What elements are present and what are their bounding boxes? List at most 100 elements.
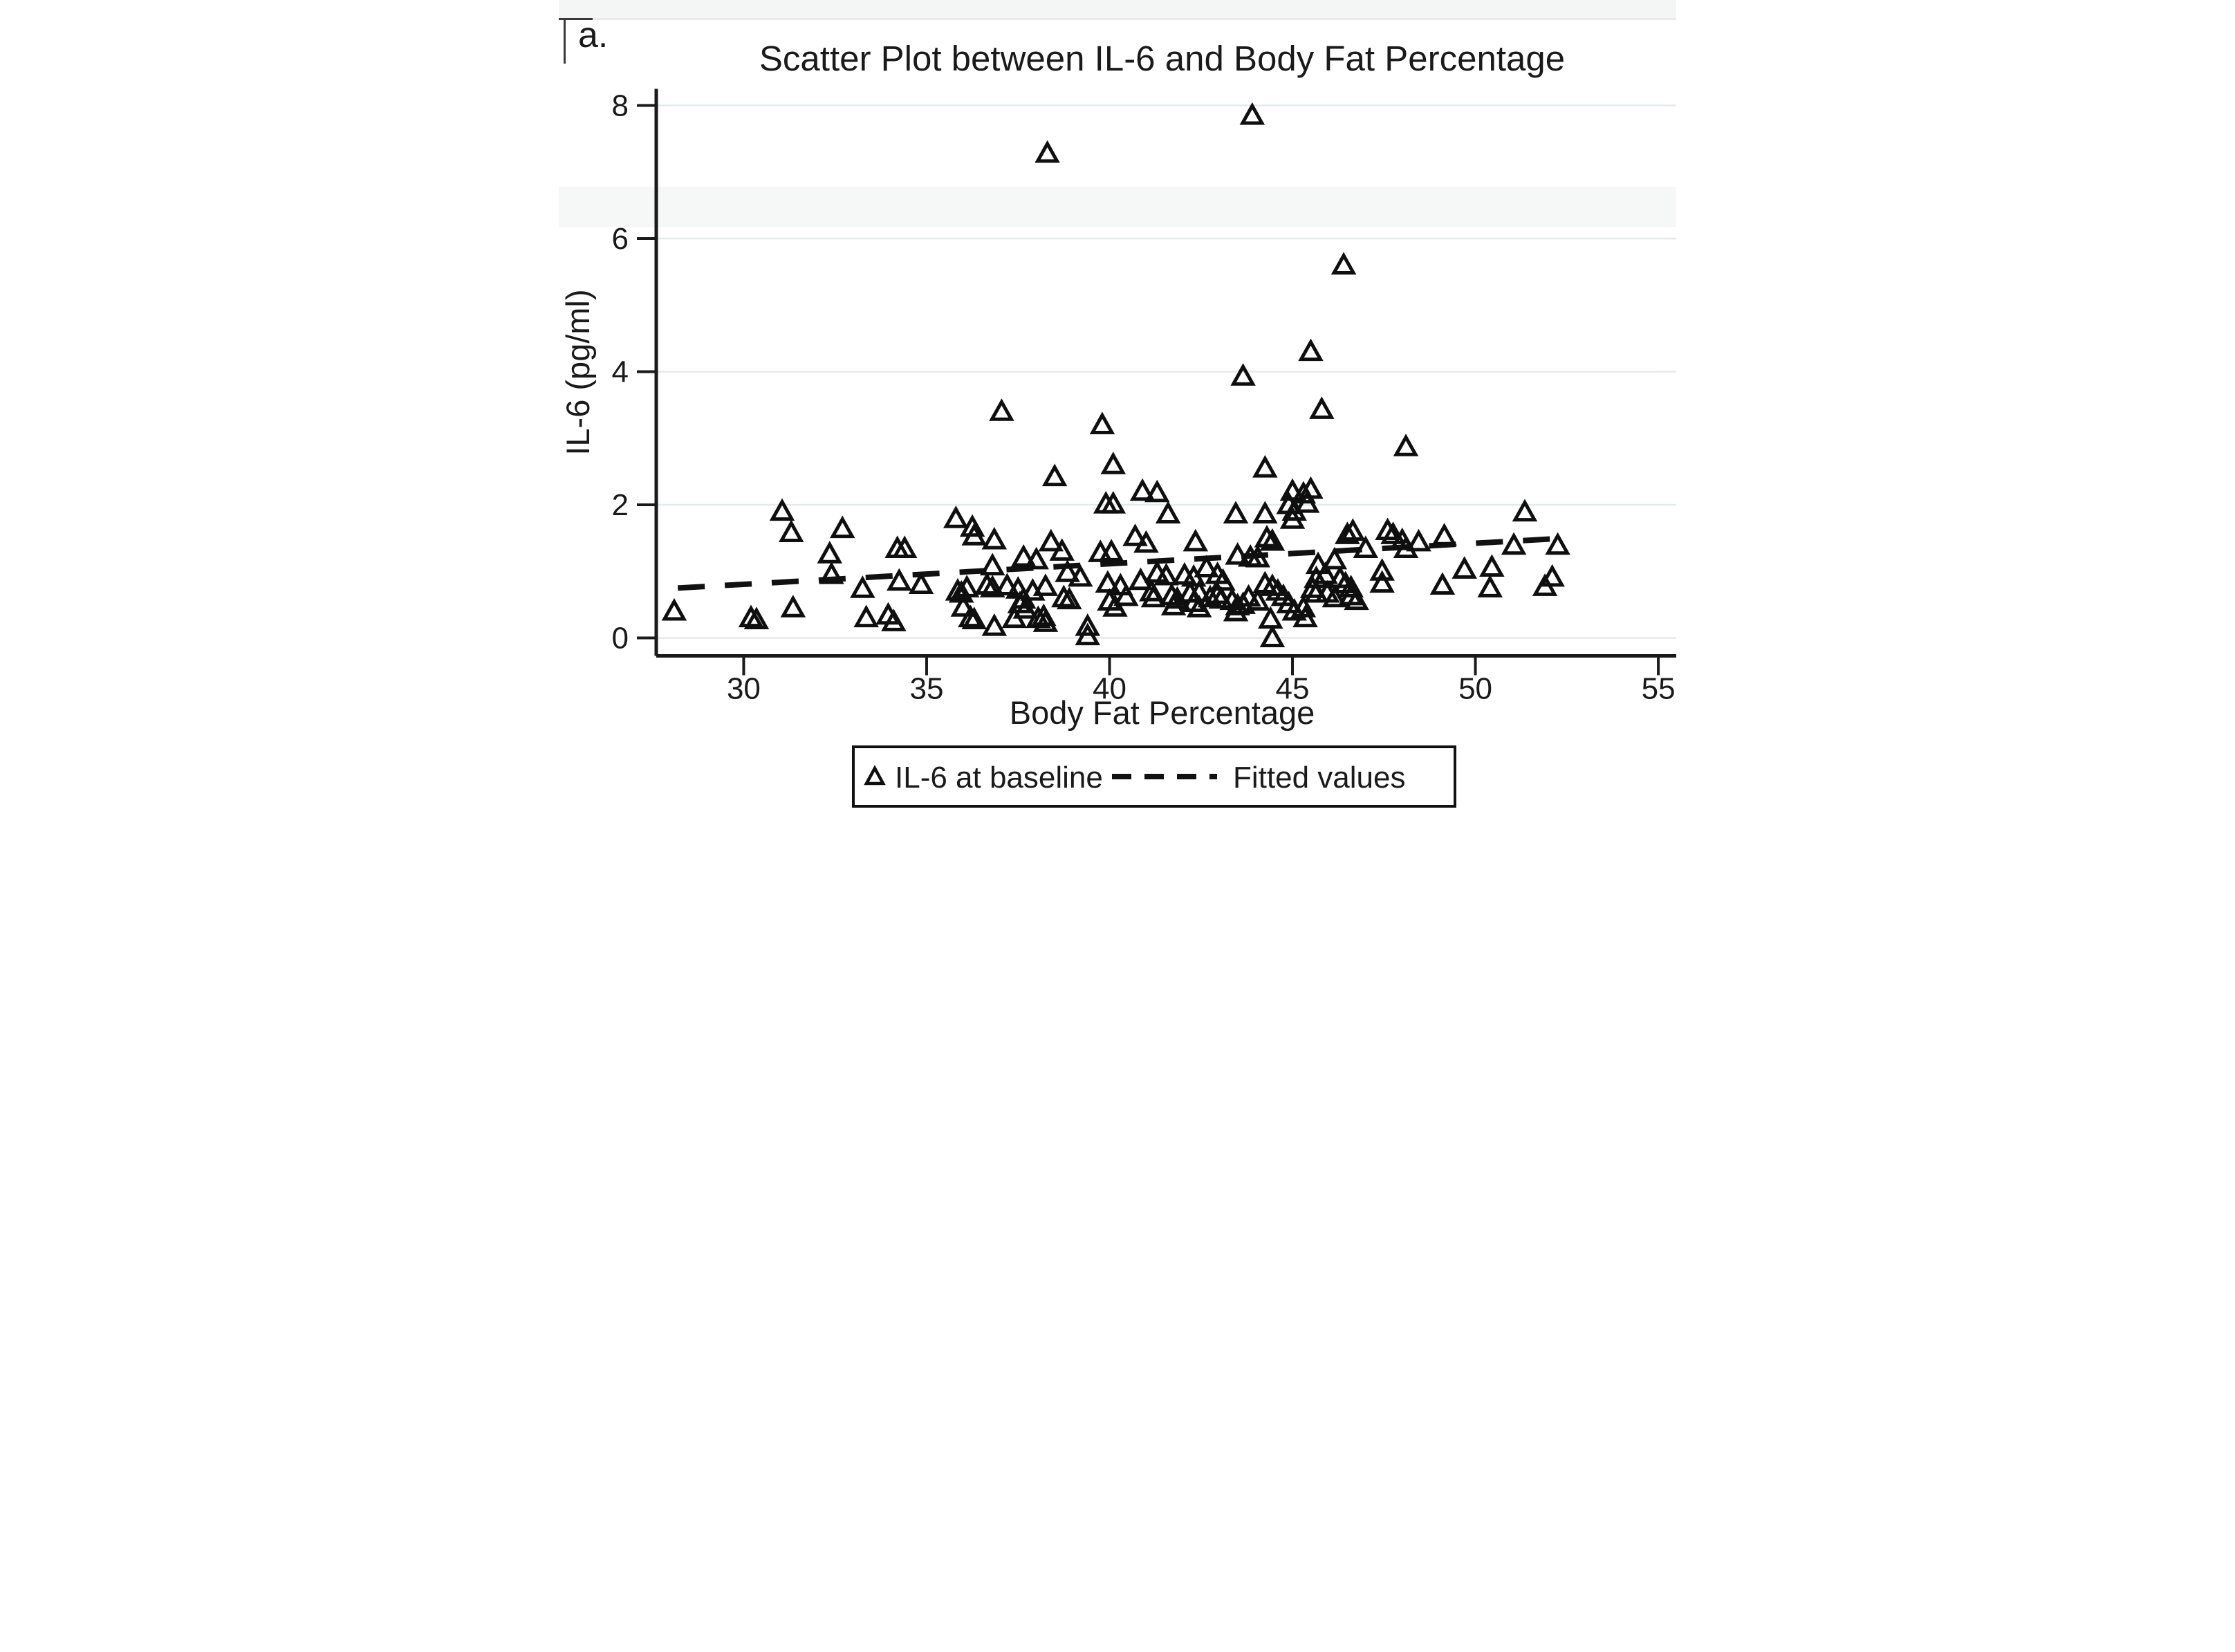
- data-point-triangle: [1292, 604, 1318, 628]
- data-point-triangle: [1102, 594, 1128, 617]
- scan-artifacts: [559, 0, 1676, 227]
- top-gray-band: [559, 0, 1676, 18]
- data-point-triangle: [1344, 587, 1369, 611]
- x-tick-label-55: 55: [1642, 672, 1676, 706]
- data-point-triangle: [961, 606, 987, 630]
- data-point-triangle: [961, 523, 987, 546]
- data-point-triangle: [1210, 568, 1236, 591]
- faint-band: [559, 187, 1676, 227]
- data-point-triangle: [830, 515, 855, 539]
- data-point-triangle: [1067, 564, 1093, 587]
- data-point-triangle: [1057, 586, 1082, 610]
- data-point-triangle: [1539, 564, 1565, 587]
- data-point-triangle: [1321, 546, 1348, 570]
- data-point-triangle: [1144, 479, 1170, 503]
- data-point-triangle: [1049, 538, 1075, 561]
- data-point-triangle: [1041, 463, 1068, 487]
- data-point-triangle: [1194, 555, 1219, 577]
- chart-title: Scatter Plot between IL-6 and Body Fat P…: [759, 39, 1565, 78]
- legend-label-baseline: IL-6 at baseline: [895, 761, 1103, 795]
- data-point-triangle: [1338, 575, 1364, 597]
- data-point-triangle: [1259, 528, 1286, 551]
- data-point-triangle: [819, 561, 844, 584]
- data-point-triangle: [1010, 544, 1037, 567]
- data-point-triangle: [1035, 140, 1060, 163]
- scatter-series-il6-baseline: [661, 102, 1570, 648]
- panel-label: a.: [578, 15, 608, 55]
- data-point-triangle: [908, 571, 934, 595]
- y-tick-label-0: 0: [612, 622, 629, 656]
- data-point-triangle: [1051, 584, 1077, 608]
- data-point-triangle: [1155, 501, 1181, 523]
- data-point-triangle: [1153, 562, 1179, 586]
- data-point-triangle: [1223, 501, 1249, 523]
- data-point-triangle: [981, 613, 1008, 636]
- data-point-triangle: [1335, 521, 1360, 544]
- data-point-triangle: [1032, 573, 1059, 596]
- data-point-triangle: [769, 498, 795, 521]
- data-point-triangle: [1122, 523, 1148, 546]
- axes: 0 2 4 6 8 30 35 40 45 50 55: [612, 89, 1676, 706]
- data-point-triangle: [1330, 252, 1357, 275]
- figure-panel-a: 0 2 4 6 8 30 35 40 45 50 55 a. Scatter Plot between …: [559, 0, 1676, 826]
- data-point-triangle: [738, 604, 764, 628]
- data-point-triangle: [1208, 586, 1234, 609]
- data-point-triangle: [1159, 582, 1185, 606]
- figure-background: [559, 0, 1676, 826]
- data-point-triangle: [1279, 478, 1306, 501]
- x-tick-label-35: 35: [909, 672, 943, 706]
- data-point-triangle: [1298, 338, 1324, 362]
- data-point-triangle: [850, 575, 875, 598]
- data-point-triangle: [1279, 506, 1306, 529]
- data-point-triangle: [1225, 542, 1250, 565]
- data-point-triangle: [1098, 539, 1124, 562]
- data-point-triangle: [817, 541, 843, 564]
- data-point-triangle: [1393, 434, 1419, 456]
- data-point-triangle: [1369, 558, 1395, 581]
- data-point-triangle: [853, 604, 879, 628]
- data-point-triangle: [979, 553, 1005, 576]
- data-point-triangle: [1477, 575, 1503, 597]
- data-point-triangle: [887, 568, 912, 591]
- data-point-triangle: [1140, 584, 1167, 608]
- data-point-triangle: [1353, 535, 1379, 559]
- x-axis-label: Body Fat Percentage: [1010, 694, 1315, 731]
- data-point-triangle: [950, 594, 976, 617]
- data-point-triangle: [1259, 624, 1286, 648]
- data-point-triangle: [1290, 595, 1317, 618]
- data-point-triangle: [1252, 501, 1278, 523]
- x-tick-label-30: 30: [727, 672, 761, 706]
- data-point-triangle: [1258, 606, 1283, 629]
- data-point-triangle: [1309, 396, 1335, 419]
- data-point-triangle: [1431, 523, 1457, 546]
- data-point-triangle: [979, 575, 1005, 597]
- y-tick-label-8: 8: [612, 89, 629, 123]
- data-point-triangle: [1545, 532, 1570, 555]
- data-point-triangle: [1254, 525, 1280, 548]
- data-point-triangle: [1223, 598, 1249, 622]
- data-point-triangle: [1197, 584, 1223, 608]
- data-point-triangle: [1429, 572, 1456, 595]
- data-point-triangle: [945, 578, 971, 601]
- legend: IL-6 at baseline Fitted values: [852, 745, 1456, 808]
- data-point-triangle: [989, 398, 1014, 421]
- data-point-triangle: [1032, 609, 1059, 632]
- data-point-triangle: [1369, 570, 1395, 593]
- data-point-triangle: [1239, 102, 1265, 125]
- data-point-triangle: [1281, 597, 1307, 621]
- data-point-triangle: [1230, 363, 1256, 386]
- scatter-chart: 0 2 4 6 8 30 35 40 45 50 55 a. Scatter Plot between …: [559, 0, 1676, 826]
- data-point-triangle: [1294, 490, 1320, 513]
- legend-label-fitted: Fitted values: [1233, 761, 1405, 795]
- x-tick-label-40: 40: [1093, 672, 1126, 706]
- data-point-triangle: [1089, 411, 1115, 435]
- data-point-triangle: [1406, 528, 1431, 552]
- data-point-triangle: [1245, 544, 1271, 568]
- data-point-triangle: [1340, 518, 1366, 541]
- data-point-triangle: [780, 595, 806, 618]
- x-tick-label-45: 45: [1276, 672, 1310, 706]
- data-point-triangle: [958, 604, 983, 628]
- data-point-triangle: [891, 535, 918, 559]
- data-point-triangle: [1133, 530, 1159, 553]
- data-point-triangle: [1023, 546, 1049, 570]
